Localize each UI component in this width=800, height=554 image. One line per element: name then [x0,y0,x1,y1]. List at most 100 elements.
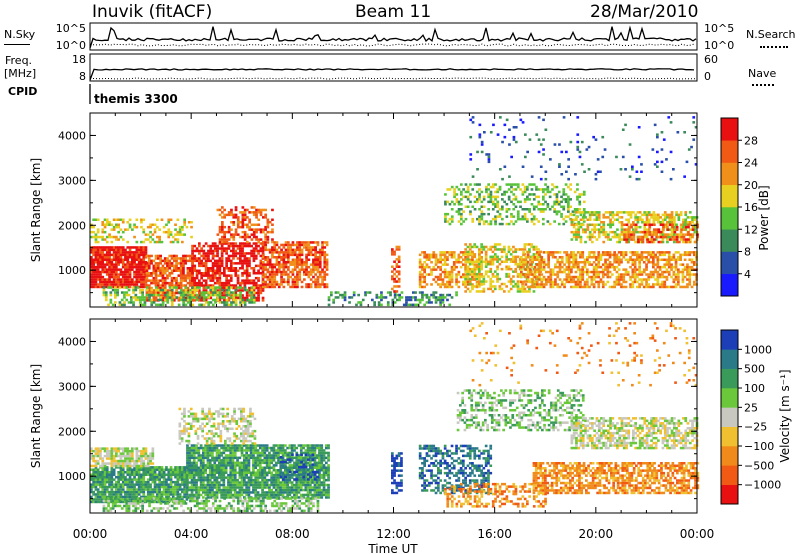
heatmap-cell [280,248,283,252]
heatmap-cell [581,256,585,259]
heatmap-cell [572,213,576,217]
heatmap-cell [651,148,655,151]
heatmap-cell [198,272,201,275]
heatmap-cell [119,235,123,239]
heatmap-cell [478,198,481,201]
heatmap-cell [241,252,244,255]
heatmap-cell [661,213,665,217]
heatmap-cell [439,253,442,257]
heatmap-cell [471,275,474,279]
heatmap-cell [184,291,188,294]
heatmap-cell [432,278,436,281]
heatmap-cell [526,256,530,259]
heatmap-cell [169,230,173,234]
heatmap-cell [547,265,550,269]
heatmap-cell [475,265,479,268]
heatmap-cell [480,251,483,254]
heatmap-cell [275,251,279,254]
heatmap-cell [556,258,560,261]
heatmap-cell [105,253,109,257]
heatmap-cell [268,273,272,276]
heatmap-cell [512,270,515,273]
heatmap-cell [613,265,616,269]
heatmap-cell [562,116,566,119]
heatmap-cell [271,273,274,276]
heatmap-cell [665,251,669,254]
heatmap-cell [487,200,490,204]
heatmap-cell [464,277,467,281]
heatmap-cell [341,293,345,297]
heatmap-cell [99,253,102,257]
heatmap-cell [176,218,180,221]
heatmap-cell [152,296,156,300]
heatmap-cell [173,279,176,282]
heatmap-cell [600,225,603,229]
heatmap-cell [92,261,95,264]
heatmap-cell [246,298,249,302]
heatmap-cell [637,240,640,244]
heatmap-cell [284,273,288,276]
heatmap-cell [131,263,134,266]
heatmap-cell [665,158,668,161]
heatmap-cell [277,283,281,286]
heatmap-cell [395,258,399,261]
heatmap-cell [446,270,449,274]
heatmap-cell [225,230,229,234]
heatmap-cell [173,286,176,289]
heatmap-cell [105,478,109,481]
heatmap-cell [691,228,695,231]
heatmap-cell [193,286,197,289]
heatmap-cell [248,235,251,239]
heatmap-cell [163,284,167,287]
heatmap-cell [277,263,281,266]
heatmap-cell [631,251,635,254]
heatmap-cell [620,258,623,261]
heatmap-cell [112,485,116,489]
nsky-tick-low: 10^0 [56,39,86,52]
heatmap-cell [457,208,461,211]
heatmap-cell [216,252,219,255]
heatmap-cell [241,230,245,234]
heatmap-cell [298,275,302,279]
heatmap-cell [393,250,396,254]
heatmap-cell [218,259,222,263]
heatmap-cell [667,265,671,269]
heatmap-cell [581,223,585,226]
heatmap-cell [393,290,396,293]
heatmap-cell [632,233,636,236]
heatmap-cell [179,269,183,272]
heatmap-cell [186,276,190,280]
heatmap-cell [316,265,320,269]
heatmap-cell [277,270,281,274]
heatmap-cell [666,238,669,241]
heatmap-cell [257,276,260,280]
heatmap-cell [128,261,132,264]
heatmap-cell [581,273,585,276]
heatmap-cell [150,291,153,295]
heatmap-cell [261,272,265,275]
heatmap-cell [266,270,270,274]
heatmap-cell [94,285,98,289]
heatmap-cell [132,286,135,289]
heatmap-cell [649,256,653,259]
heatmap-cell [234,293,238,297]
heatmap-cell [549,285,553,289]
heatmap-cell [542,190,545,194]
heatmap-cell [460,183,463,186]
heatmap-cell [601,273,605,276]
heatmap-cell [377,301,381,304]
heatmap-cell [227,213,231,217]
heatmap-cell [291,241,295,244]
heatmap-cell [142,228,146,231]
heatmap-cell [636,211,640,214]
heatmap-cell [229,259,233,263]
heatmap-cell [473,272,477,276]
heatmap-cell [684,240,688,244]
heatmap-cell [175,264,178,268]
heatmap-cell [166,262,169,265]
heatmap-cell [537,203,541,206]
heatmap-cell [245,259,249,263]
heatmap-cell [526,261,530,264]
heatmap-cell [521,290,524,293]
heatmap-cell [225,276,228,280]
